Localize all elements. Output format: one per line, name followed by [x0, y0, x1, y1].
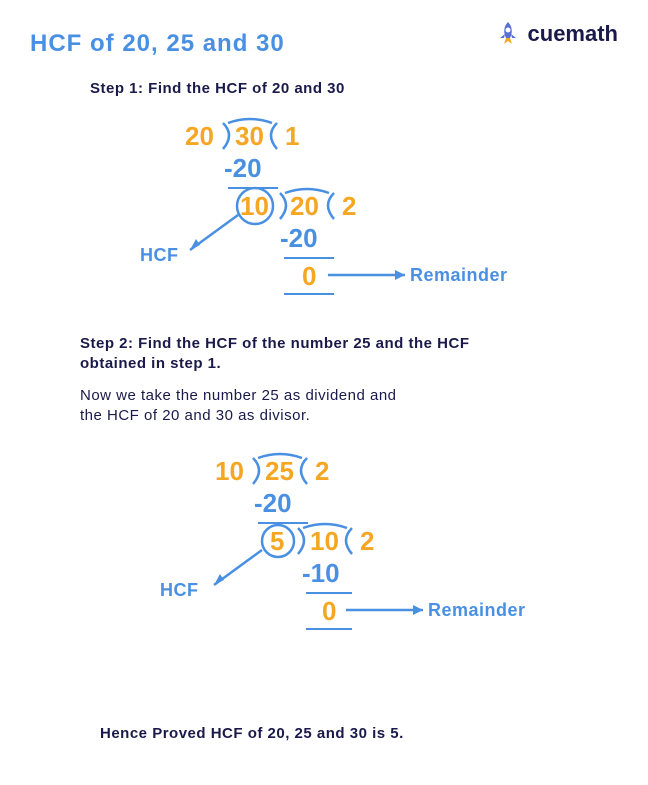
- d1-quotient: 2: [315, 456, 329, 487]
- d1-quotient: 1: [285, 121, 299, 152]
- rule: [284, 293, 334, 295]
- page-title: HCF of 20, 25 and 30: [30, 30, 285, 58]
- body-text-b: the HCF of 20 and 30 as divisor.: [80, 405, 310, 426]
- body-text-a: Now we take the number 25 as dividend an…: [80, 385, 397, 406]
- d2-quotient: 2: [360, 526, 374, 557]
- hcf-label: HCF: [160, 580, 199, 601]
- d2-dividend: 20: [290, 191, 319, 222]
- d1-sub: -20: [254, 488, 292, 519]
- logo: cuemath: [494, 20, 618, 48]
- d2-sub: -20: [280, 223, 318, 254]
- d1-divisor: 10: [215, 456, 244, 487]
- d1-dividend: 30: [235, 121, 264, 152]
- d2-rem: 0: [322, 596, 336, 627]
- d2-dividend: 10: [310, 526, 339, 557]
- d2-sub: -10: [302, 558, 340, 589]
- d1-rem: 5: [270, 526, 284, 557]
- d2-quotient: 2: [342, 191, 356, 222]
- rocket-icon: [494, 20, 522, 48]
- d2-rem: 0: [302, 261, 316, 292]
- step2-text-a: Step 2: Find the HCF of the number 25 an…: [80, 335, 470, 352]
- d1-rem: 10: [240, 191, 269, 222]
- step2-text-b: obtained in step 1.: [80, 355, 221, 372]
- division-2: 10 25 2 -20 5 10 2 -10 0 HCF Remainder: [180, 450, 580, 650]
- d1-dividend: 25: [265, 456, 294, 487]
- rule: [306, 628, 352, 630]
- step1-text: Step 1: Find the HCF of 20 and 30: [90, 80, 345, 97]
- remainder-label: Remainder: [428, 600, 526, 621]
- rule: [258, 522, 308, 524]
- rule: [284, 257, 334, 259]
- rule: [228, 187, 278, 189]
- rule: [306, 592, 352, 594]
- logo-text: cuemath: [528, 21, 618, 47]
- conclusion-text: Hence Proved HCF of 20, 25 and 30 is 5.: [100, 725, 404, 742]
- d1-sub: -20: [224, 153, 262, 184]
- hcf-label: HCF: [140, 245, 179, 266]
- division-1: 20 30 1 -20 10 20 2 -20 0 HCF Remainder: [150, 115, 550, 315]
- d1-divisor: 20: [185, 121, 214, 152]
- remainder-label: Remainder: [410, 265, 508, 286]
